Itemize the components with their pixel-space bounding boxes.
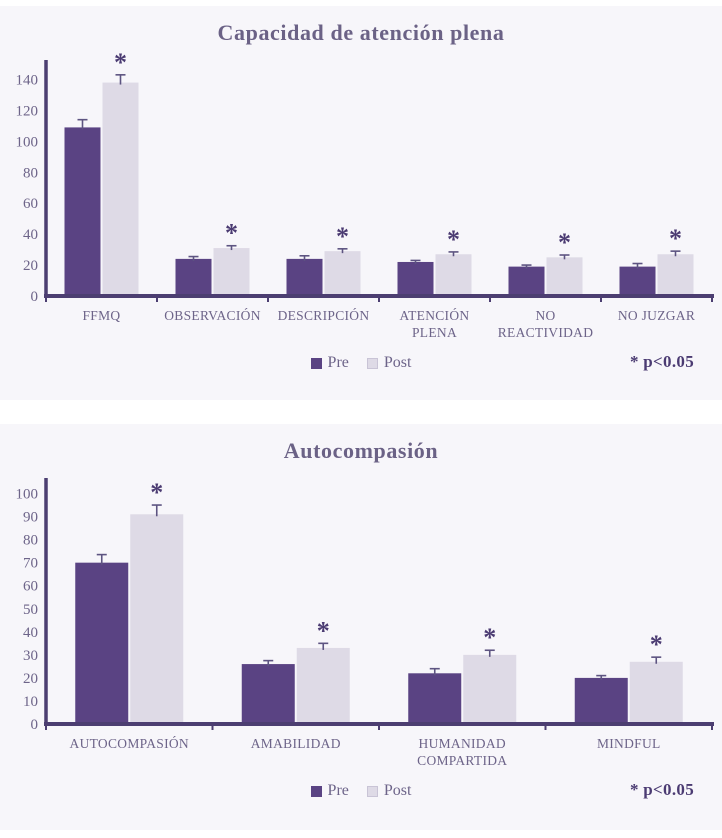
pre-series-swatch [310,785,322,797]
x-category-label: REACTIVIDAD [498,325,594,340]
x-category-label: COMPARTIDA [417,753,507,768]
bar-pre-1 [241,664,295,724]
y-tick-label: 80 [23,533,38,549]
x-category-label: OBSERVACIÓN [164,308,261,323]
bar-pre-3 [574,677,628,724]
y-tick-label: 40 [23,625,38,641]
significance-asterisk: * [483,623,496,652]
panel-divider [0,400,722,424]
legend-item-pre: Pre [310,354,349,372]
y-tick-label: 0 [31,289,39,305]
significance-note: * p<0.05 [629,352,694,371]
y-tick-label: 50 [23,602,38,618]
x-category-label: DESCRIPCIÓN [278,308,370,323]
bar-pre-4 [508,266,545,296]
mindfulness-bar-chart: 0 20 40 60 80 100 120 140 * * * * * * FFMQ OBSERVACIÓN D… [16,50,714,340]
y-tick-label: 40 [23,227,38,243]
y-tick-label: 100 [16,134,39,150]
x-category-label: NO [535,308,555,323]
bar-pre-0 [75,562,129,724]
y-tick-label: 120 [16,103,39,119]
significance-asterisk: * [669,224,682,253]
y-tick-label: 80 [23,165,38,181]
pre-series-swatch [310,357,322,369]
post-series-swatch [366,785,378,797]
bar-post-2 [324,251,361,296]
bar-post-0 [102,82,139,296]
x-category-label: AMABILIDAD [251,736,341,751]
x-category-label: ATENCIÓN [400,308,470,323]
mindfulness-chart-footer: Pre Post * p<0.05 [0,350,722,384]
legend-label-post: Post [383,354,412,371]
bar-post-0 [130,514,184,724]
significance-asterisk: * [650,630,663,659]
selfcompassion-bar-chart: 0 10 20 30 40 50 60 70 80 90 100 * * * * AUTOCOMPASIÓN A… [16,478,714,768]
selfcompassion-chart-title: Autocompasión [283,438,439,463]
selfcompassion-chart-footer: Pre Post * p<0.05 [0,778,722,812]
legend-item-post: Post [366,782,412,800]
bar-pre-1 [175,258,212,296]
y-tick-label: 60 [23,196,38,212]
y-tick-label: 0 [31,717,39,733]
legend-item-post: Post [366,354,412,372]
mindfulness-chart-title: Capacidad de atención plena [217,20,505,45]
mindfulness-chart-panel: Capacidad de atención plena 0 20 40 60 80 100… [0,6,722,400]
post-series-swatch [366,357,378,369]
legend-label-pre: Pre [327,782,349,799]
legend-item-pre: Pre [310,782,349,800]
y-tick-label: 60 [23,579,38,595]
bar-pre-2 [286,258,323,296]
x-category-label: HUMANIDAD [419,736,506,751]
bar-post-3 [629,661,683,724]
y-tick-label: 90 [23,510,38,526]
x-category-label: PLENA [412,325,457,340]
x-category-label: AUTOCOMPASIÓN [70,736,189,751]
legend: Pre Post [0,778,722,800]
legend-label-post: Post [383,782,412,799]
significance-asterisk: * [150,478,163,507]
selfcompassion-chart-panel: Autocompasión 0 10 20 30 40 50 60 70 80 90 100 * * * *… [0,424,722,830]
bar-post-2 [463,654,517,724]
significance-note: * p<0.05 [629,780,694,799]
legend-label-pre: Pre [327,354,349,371]
significance-asterisk: * [336,222,349,251]
significance-asterisk: * [558,228,571,257]
bar-pre-5 [619,266,656,296]
y-tick-label: 70 [23,556,38,572]
y-tick-label: 10 [23,694,38,710]
significance-asterisk: * [317,616,330,645]
y-tick-label: 100 [16,487,39,503]
bar-post-1 [296,647,350,724]
y-tick-label: 20 [23,671,38,687]
bar-post-4 [546,257,583,296]
bar-post-3 [435,254,472,296]
significance-asterisk: * [447,225,460,254]
bar-post-1 [213,248,250,296]
bar-pre-3 [397,261,434,296]
y-tick-label: 30 [23,648,38,664]
significance-asterisk: * [225,219,238,248]
legend: Pre Post [0,350,722,372]
bar-pre-2 [408,673,462,724]
x-category-label: NO JUZGAR [618,308,695,323]
significance-asterisk: * [114,50,127,77]
y-tick-label: 20 [23,258,38,274]
bar-pre-0 [64,127,101,296]
x-category-label: MINDFUL [597,736,661,751]
x-category-label: FFMQ [83,308,121,323]
bar-post-5 [657,254,694,296]
y-tick-label: 140 [16,72,39,88]
